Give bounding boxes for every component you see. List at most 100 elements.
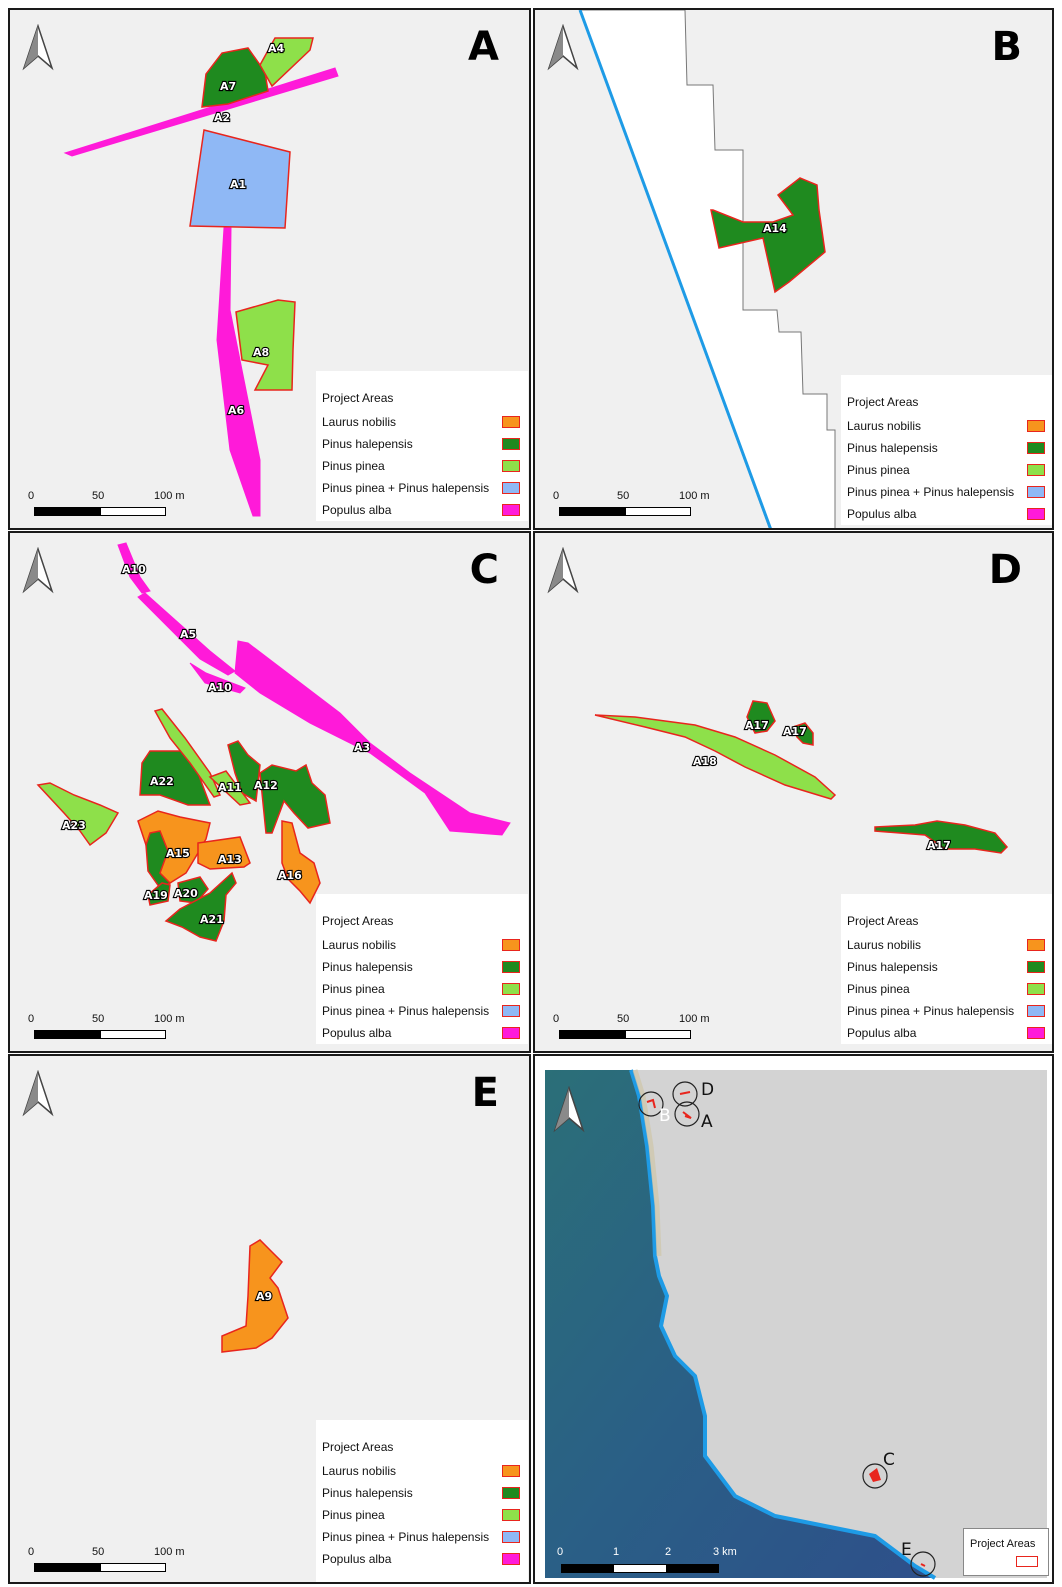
area-a13[interactable]	[197, 836, 251, 870]
area-a16[interactable]	[281, 820, 321, 905]
site-label-b: B	[659, 1106, 671, 1126]
legend-swatch	[502, 416, 520, 428]
area-a11-strip[interactable]	[208, 770, 252, 806]
area-a17[interactable]	[874, 820, 1009, 854]
site-label-e: E	[901, 1540, 912, 1560]
area-a20[interactable]	[177, 876, 209, 904]
area-a18[interactable]	[594, 714, 837, 800]
area-a7[interactable]	[201, 47, 269, 108]
site-marker-d[interactable]	[672, 1081, 698, 1107]
legend-item: Pinus pinea	[847, 461, 1049, 481]
area-a15-green[interactable]	[145, 830, 172, 889]
area-a22[interactable]	[139, 750, 212, 806]
site-marker-a[interactable]	[674, 1101, 700, 1127]
area-a12[interactable]	[259, 763, 331, 834]
legend-label: Pinus pinea + Pinus halepensis	[322, 481, 490, 495]
scale-tick-50: 50	[92, 490, 105, 502]
site-label-c: C	[883, 1450, 895, 1470]
area-a11[interactable]	[227, 740, 261, 803]
legend-label: Pinus halepensis	[322, 437, 413, 451]
scale-tick-0: 0	[28, 1546, 35, 1558]
legend-label: Populus alba	[322, 1026, 392, 1040]
map-canvas-c: A10 A5 A10 A3 A22 A11 A12 A23 A15 A13 A1…	[36, 542, 511, 942]
scale-tick-0: 0	[28, 1013, 35, 1025]
scale-tick-0: 0	[553, 1013, 560, 1025]
area-label-a12: A12	[254, 779, 278, 792]
area-label-a10: A10	[208, 681, 232, 694]
legend-item: Pinus halepensis	[322, 1484, 524, 1504]
area-a3[interactable]	[234, 640, 511, 836]
legend-item: Pinus halepensis	[322, 958, 524, 978]
area-label-a19: A19	[144, 889, 168, 902]
site-marker-b[interactable]	[638, 1091, 664, 1117]
legend: Project Areas Laurus nobilis Pinus halep…	[841, 375, 1052, 525]
scale-tick-1: 1	[613, 1546, 620, 1558]
area-a6[interactable]	[216, 227, 261, 517]
legend-swatch	[502, 1465, 520, 1477]
legend-item: Populus alba	[322, 1024, 524, 1044]
area-label-a10: A10	[122, 563, 146, 576]
area-a17[interactable]	[746, 700, 776, 734]
scale-bar-graphic	[34, 1563, 166, 1572]
legend-item: Pinus pinea + Pinus halepensis	[322, 1002, 524, 1022]
project-area-d	[679, 1091, 691, 1095]
legend-item: Populus alba	[847, 1024, 1049, 1044]
legend-label: Laurus nobilis	[322, 938, 397, 952]
area-a9[interactable]	[221, 1239, 289, 1353]
area-a19[interactable]	[147, 882, 171, 906]
area-label-a23: A23	[62, 819, 86, 832]
project-area-c	[869, 1468, 881, 1482]
map-panel-b: A14 B Project Areas Laurus nobilis Pinus…	[533, 8, 1054, 530]
legend-item: Laurus nobilis	[322, 413, 524, 433]
scale-bar: 0 50 100 m	[24, 1546, 185, 1582]
area-a4[interactable]	[259, 37, 314, 88]
area-a22-strip[interactable]	[153, 708, 222, 798]
project-area-b	[646, 1098, 656, 1109]
area-a1[interactable]	[189, 129, 291, 229]
area-a8[interactable]	[235, 299, 296, 391]
area-label-a21: A21	[200, 913, 224, 926]
legend-title: Project Areas	[322, 391, 394, 405]
legend-item: Pinus pinea	[322, 457, 524, 477]
overview-legend-title: Project Areas	[970, 1538, 1036, 1550]
map-canvas-a: A7 A4 A2 A1 A8 A6	[63, 37, 339, 517]
legend-item: Laurus nobilis	[847, 936, 1049, 956]
area-a23[interactable]	[36, 782, 120, 847]
area-label-a17: A17	[745, 719, 769, 732]
legend-label: Laurus nobilis	[847, 938, 922, 952]
legend-item: Pinus pinea + Pinus halepensis	[322, 479, 524, 499]
area-a21[interactable]	[164, 871, 237, 942]
area-label-a16: A16	[278, 869, 302, 882]
sea-area	[545, 1070, 935, 1578]
legend-item: Pinus halepensis	[322, 435, 524, 455]
legend-label: Populus alba	[322, 503, 392, 517]
legend-label: Pinus pinea	[847, 463, 910, 477]
area-label-a9: A9	[256, 1290, 272, 1303]
legend-swatch	[502, 983, 520, 995]
area-label-a11: A11	[218, 781, 242, 794]
legend-label: Laurus nobilis	[847, 419, 922, 433]
legend-swatch	[1027, 420, 1045, 432]
legend: Project Areas Laurus nobilis Pinus halep…	[841, 894, 1052, 1044]
area-a10[interactable]	[189, 662, 246, 694]
scale-bar-graphic	[559, 507, 691, 516]
panel-letter: E	[471, 1070, 499, 1116]
site-marker-e[interactable]	[910, 1551, 936, 1577]
legend-swatch	[1027, 983, 1045, 995]
area-a14[interactable]	[710, 177, 826, 294]
legend-label: Pinus pinea + Pinus halepensis	[847, 1004, 1015, 1018]
beach-strip	[632, 1069, 662, 1257]
legend-item: Populus alba	[322, 501, 524, 521]
overview-scale-bar: 0 1 2 3 km	[551, 1544, 751, 1580]
legend-item: Pinus halepensis	[847, 958, 1049, 978]
legend-label: Pinus pinea + Pinus halepensis	[847, 485, 1015, 499]
legend-item: Populus alba	[847, 505, 1049, 525]
scale-tick-50: 50	[92, 1013, 105, 1025]
site-label-d: D	[701, 1080, 715, 1100]
area-a10[interactable]	[117, 542, 151, 594]
site-marker-c[interactable]	[862, 1463, 888, 1489]
area-a17[interactable]	[792, 722, 814, 746]
panel-letter: B	[991, 24, 1023, 70]
legend-title: Project Areas	[847, 395, 919, 409]
legend-swatch	[1027, 939, 1045, 951]
